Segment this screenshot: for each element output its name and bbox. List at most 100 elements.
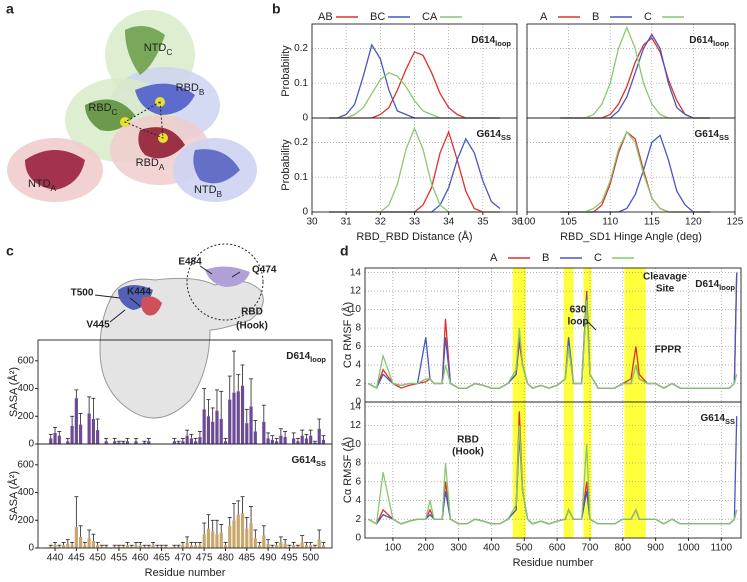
annotation-arrow xyxy=(587,321,597,331)
pointer xyxy=(109,309,126,323)
panel-label: G614SS xyxy=(292,455,326,469)
bar xyxy=(121,546,125,548)
ntd-c-ribbon xyxy=(125,26,165,75)
panel-letter: a xyxy=(6,1,14,17)
y-tick-label: 8 xyxy=(355,323,361,334)
bar xyxy=(279,542,283,548)
bar xyxy=(219,419,223,444)
surface-patch xyxy=(205,266,250,287)
bar xyxy=(117,442,121,444)
structure-label-sub: B xyxy=(217,190,223,199)
x-tick-label: 36 xyxy=(511,217,523,228)
bar xyxy=(147,441,151,444)
annotation: (Hook) xyxy=(452,447,484,458)
bar xyxy=(309,545,313,548)
bar xyxy=(66,441,70,444)
bar xyxy=(228,399,232,444)
bar xyxy=(100,546,104,548)
x-tick-label: 490 xyxy=(260,553,277,564)
y-tick-label: 10 xyxy=(350,439,362,450)
bar xyxy=(287,546,291,548)
pointer xyxy=(94,294,121,299)
structure-label-sub: C xyxy=(166,48,172,57)
panel-label: D614loop xyxy=(689,35,729,49)
bar xyxy=(270,439,274,444)
x-axis-label: Residue number xyxy=(513,557,594,569)
bar xyxy=(232,520,236,548)
bar xyxy=(240,385,245,444)
x-tick-label: 125 xyxy=(727,217,744,228)
panel-label-main: G614 xyxy=(477,129,502,140)
panel-label-sub: SS xyxy=(316,459,326,468)
x-tick-label: 700 xyxy=(582,543,599,554)
legend-label: AB xyxy=(318,11,333,23)
bar xyxy=(194,441,198,444)
highlight-band xyxy=(563,402,574,538)
x-tick-label: 300 xyxy=(450,543,467,554)
bar xyxy=(275,441,279,444)
panel-label-sub: SS xyxy=(725,417,735,426)
structure-label-main: RBD xyxy=(88,102,111,114)
x-tick-label: 445 xyxy=(68,553,85,564)
y-tick-label: 0.1 xyxy=(294,172,308,183)
bar xyxy=(74,398,78,444)
y-tick-label: 4 xyxy=(355,360,361,371)
x-tick-label: 800 xyxy=(614,543,631,554)
structure-c xyxy=(94,243,264,419)
bar xyxy=(266,438,270,444)
y-tick-label: 6 xyxy=(355,476,361,487)
structure-label: (Hook) xyxy=(236,321,268,332)
bar xyxy=(79,536,83,548)
panel-label: G614SS xyxy=(701,413,735,427)
bar xyxy=(317,539,321,548)
panel-letter: b xyxy=(272,1,281,17)
y-tick-label: 600 xyxy=(17,355,34,366)
x-tick-label: 480 xyxy=(217,553,234,564)
bar xyxy=(198,545,202,548)
bar xyxy=(125,441,130,444)
y-tick-label: 0 xyxy=(355,397,361,408)
structure-label-main: NTD xyxy=(28,178,51,190)
bar xyxy=(96,545,100,548)
legend-label: BC xyxy=(370,11,385,23)
bar xyxy=(49,546,53,548)
panel-label-sub: loop xyxy=(713,39,729,48)
bar xyxy=(164,546,168,548)
legend-label: A xyxy=(490,252,498,264)
panel-letter: c xyxy=(6,243,14,259)
ntd-a-ribbon xyxy=(25,150,85,190)
x-tick-label: 1000 xyxy=(677,543,700,554)
legend-label: B xyxy=(542,252,549,264)
bar xyxy=(74,527,78,548)
bar xyxy=(321,439,326,444)
bar xyxy=(206,528,211,548)
annotation: RBD xyxy=(457,435,479,446)
panel-label: D614loop xyxy=(695,279,735,293)
rbd-b-ribbon xyxy=(135,83,195,115)
x-tick-label: 440 xyxy=(47,553,64,564)
y-tick-label: 0 xyxy=(302,207,308,218)
structure-label: NTDA xyxy=(28,178,57,193)
bar xyxy=(172,546,176,548)
panel-label-sub: loop xyxy=(495,39,511,48)
bar xyxy=(202,409,206,444)
structure-label-main: NTD xyxy=(144,42,167,54)
bar xyxy=(253,538,257,548)
x-tick-label: 470 xyxy=(175,553,192,564)
bar xyxy=(300,435,304,444)
x-tick-label: 32 xyxy=(375,217,387,228)
highlight-band xyxy=(583,268,592,402)
bar xyxy=(292,438,296,444)
panel-label-main: D614 xyxy=(471,35,495,46)
bar xyxy=(232,392,236,444)
highlight-band xyxy=(624,402,646,538)
bar xyxy=(228,525,232,548)
bar xyxy=(121,442,125,444)
x-tick-label: 600 xyxy=(549,543,566,554)
y-tick-label: 0.2 xyxy=(294,43,308,54)
x-tick-label: 1100 xyxy=(711,543,733,554)
x-axis-label: Residue number xyxy=(145,567,226,579)
structure-a xyxy=(7,10,257,202)
bar xyxy=(211,531,215,548)
pointer xyxy=(199,265,213,275)
